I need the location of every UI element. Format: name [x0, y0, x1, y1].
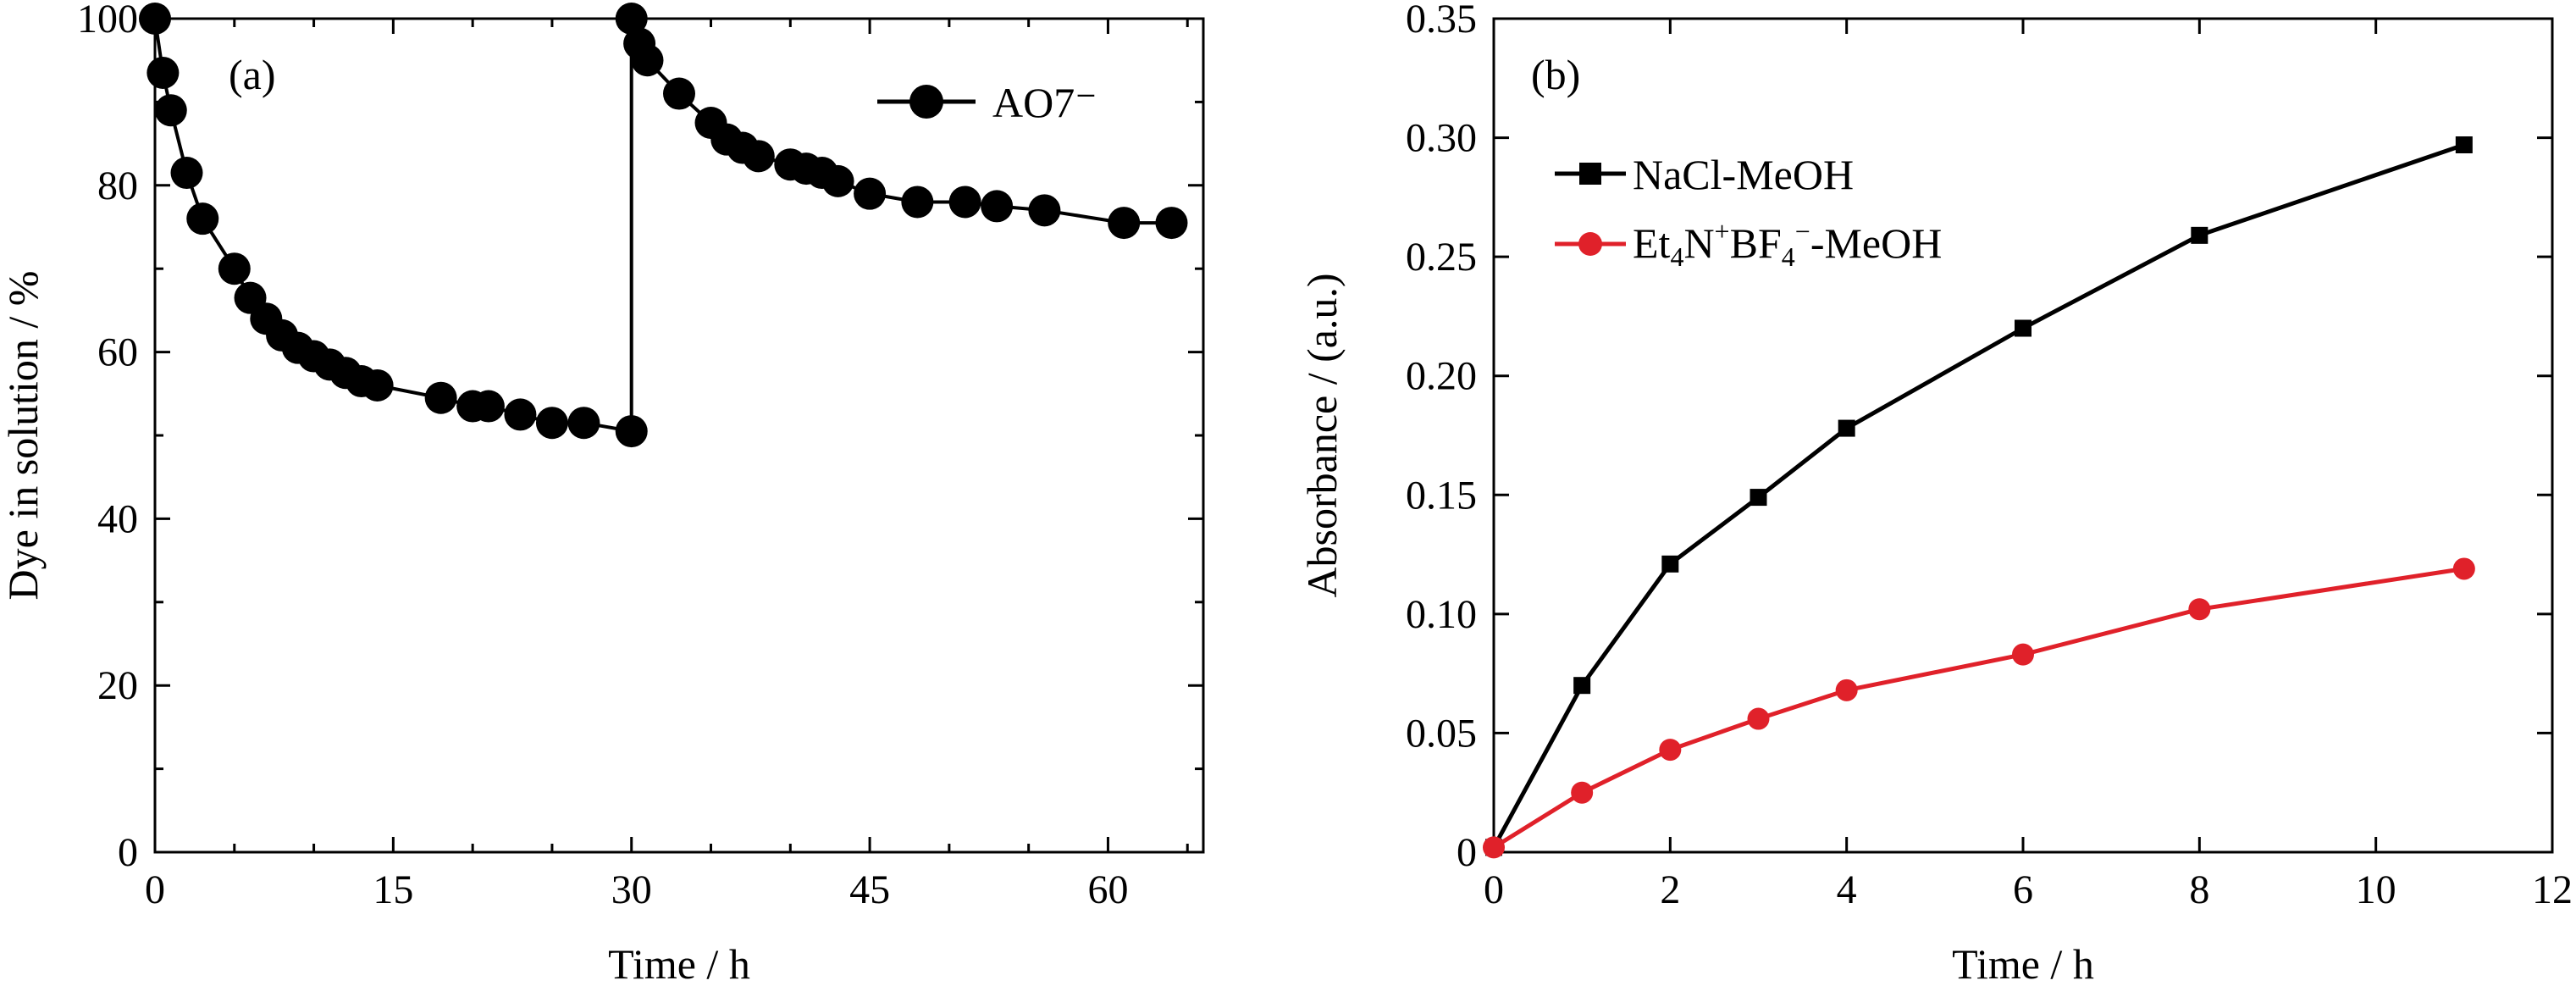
- legend-label-et4n-part-et: Et: [1633, 219, 1671, 267]
- panel-a-ticks: 0 15 30 45 60 0 20 40 60 80 100: [77, 0, 1203, 912]
- data-point: [1750, 489, 1767, 507]
- data-point: [631, 44, 664, 77]
- data-point: [948, 186, 981, 219]
- panel-b: 0 2 4 6 8 10 12 0 0.05 0.10 0.15 0.20 0.25 0.30 0.35 (…: [1298, 0, 2573, 986]
- data-point: [1659, 739, 1682, 762]
- panel-a: 0 15 30 45 60 0 20 40 60 80 100 (a) Time / h Dye i…: [0, 0, 1205, 986]
- data-point: [154, 94, 187, 127]
- x-tick-label: 0: [145, 867, 165, 912]
- y-tick-label: 0.10: [1406, 592, 1477, 637]
- x-tick-label: 12: [2532, 867, 2573, 912]
- y-tick-label: 0: [118, 830, 138, 875]
- panel-a-series: [139, 3, 1188, 448]
- data-point: [1571, 781, 1594, 804]
- series-line: [1492, 566, 2465, 850]
- data-point: [170, 157, 203, 190]
- data-point: [361, 368, 394, 402]
- legend-marker-nacl: [1579, 163, 1601, 185]
- legend-label-ao7: AO7⁻: [992, 79, 1097, 126]
- data-point: [2191, 226, 2208, 244]
- panel-a-x-axis-title: Time / h: [608, 940, 750, 986]
- panel-a-legend: AO7⁻: [877, 79, 1097, 126]
- data-point: [186, 202, 219, 235]
- panel-a-y-axis-title: Dye in solution / %: [0, 271, 47, 601]
- data-point: [1747, 707, 1770, 730]
- data-point: [2455, 136, 2473, 154]
- x-tick-label: 10: [2356, 867, 2396, 912]
- panel-b-y-axis-title: Absorbance / (a.u.): [1298, 273, 1346, 597]
- y-tick-label: 0.05: [1406, 711, 1477, 756]
- panel-b-plot-frame: [1492, 17, 2554, 854]
- data-point: [146, 56, 180, 89]
- y-tick-label: 60: [97, 330, 138, 375]
- data-point: [139, 3, 171, 35]
- legend-marker-ao7: [909, 85, 943, 119]
- data-point: [1155, 207, 1188, 240]
- data-point: [2012, 643, 2034, 666]
- data-point: [2015, 319, 2032, 337]
- legend-label-et4n: Et4N+BF4−-MeOH: [1633, 216, 1942, 272]
- legend-label-et4n-part-bf: BF: [1730, 219, 1782, 267]
- data-point: [981, 190, 1014, 223]
- legend-label-et4n-part-meoh: -MeOH: [1810, 219, 1943, 267]
- x-tick-label: 30: [611, 867, 652, 912]
- panel-b-x-axis-title: Time / h: [1952, 940, 2094, 986]
- x-tick-label: 15: [373, 867, 413, 912]
- y-tick-label: 40: [97, 496, 138, 541]
- data-point: [535, 407, 568, 440]
- legend-label-et4n-sup-minus: −: [1795, 216, 1810, 246]
- data-point: [472, 390, 505, 423]
- data-point: [615, 415, 648, 448]
- x-tick-label: 60: [1087, 867, 1128, 912]
- data-point: [1108, 207, 1141, 240]
- data-point: [901, 186, 934, 219]
- legend-label-et4n-part-n: N: [1683, 219, 1714, 267]
- data-point: [742, 140, 775, 173]
- panel-a-plot-frame: [153, 17, 1205, 854]
- data-point: [1661, 555, 1679, 573]
- legend-label-et4n-sub-4a: 4: [1670, 241, 1683, 272]
- y-tick-label: 80: [97, 163, 138, 208]
- data-point: [2188, 598, 2211, 621]
- x-tick-label: 2: [1660, 867, 1680, 912]
- data-point: [1483, 836, 1505, 859]
- x-tick-label: 4: [1837, 867, 1857, 912]
- y-tick-label: 0.15: [1406, 473, 1477, 518]
- y-tick-label: 0.25: [1406, 235, 1477, 280]
- y-tick-label: 20: [97, 663, 138, 708]
- data-point: [1835, 679, 1858, 701]
- legend-label-nacl: NaCl-MeOH: [1633, 151, 1854, 198]
- y-tick-label: 0.20: [1406, 354, 1477, 399]
- panel-b-series: [1483, 136, 2475, 859]
- data-point: [1573, 677, 1591, 695]
- panel-a-label: (a): [229, 51, 276, 98]
- x-tick-label: 45: [849, 867, 890, 912]
- y-tick-label: 100: [77, 0, 138, 42]
- data-point: [821, 164, 854, 197]
- series-line: [1491, 142, 2465, 849]
- panel-b-label: (b): [1531, 51, 1580, 98]
- y-tick-label: 0.30: [1406, 116, 1477, 161]
- legend-marker-et4n: [1578, 232, 1602, 256]
- data-point: [424, 381, 457, 414]
- y-tick-label: 0: [1457, 830, 1477, 875]
- data-point: [567, 407, 600, 440]
- x-tick-label: 6: [2013, 867, 2033, 912]
- x-tick-label: 0: [1484, 867, 1504, 912]
- data-point: [218, 252, 251, 285]
- data-point: [504, 398, 537, 431]
- y-tick-label: 0.35: [1406, 0, 1477, 42]
- data-point: [854, 177, 887, 210]
- data-point: [1838, 419, 1855, 437]
- data-point: [663, 77, 695, 110]
- data-point: [1028, 194, 1061, 227]
- legend-label-et4n-sup-plus: +: [1715, 216, 1730, 246]
- x-tick-label: 8: [2189, 867, 2209, 912]
- panel-b-legend: NaCl-MeOH Et4N+BF4−-MeOH: [1555, 151, 1942, 272]
- legend-label-et4n-sub-4b: 4: [1782, 241, 1795, 272]
- panel-b-ticks: 0 2 4 6 8 10 12 0 0.05 0.10 0.15 0.20 0.25 0.30 0.35: [1406, 0, 2573, 912]
- data-point: [2452, 557, 2475, 580]
- data-point: [615, 3, 648, 35]
